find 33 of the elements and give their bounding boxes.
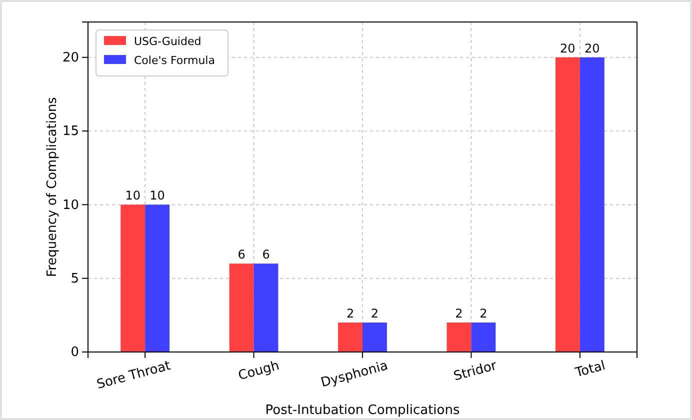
y-tick-label: 0 [70, 345, 79, 360]
bar [555, 57, 580, 352]
x-tick-label: Stridor [452, 358, 499, 384]
x-tick-label: Total [572, 358, 608, 382]
data-label: 6 [262, 248, 270, 262]
data-label: 20 [584, 41, 600, 56]
y-tick-label: 20 [62, 50, 79, 66]
bar [362, 322, 387, 352]
y-tick-label: 15 [62, 124, 79, 140]
legend-label: USG-Guided [134, 35, 202, 48]
data-label: 6 [238, 248, 246, 262]
data-label: 2 [370, 306, 379, 321]
y-tick-label: 10 [62, 198, 79, 213]
bar [120, 204, 146, 352]
x-tick-label: Cough [236, 358, 281, 384]
data-label: 2 [480, 306, 488, 321]
bar [338, 322, 362, 352]
data-label: 2 [346, 306, 354, 321]
legend-label: Cole's Formula [134, 54, 215, 67]
bar [471, 322, 496, 352]
bar [580, 57, 604, 352]
x-axis-title: Post-Intubation Complications [265, 403, 460, 418]
x-tick-label: Sore Throat [95, 358, 172, 393]
data-label: 2 [455, 306, 463, 321]
bar [145, 204, 170, 352]
y-axis-title: Frequency of Complications [45, 96, 60, 277]
bar [446, 322, 472, 352]
data-label: 10 [125, 188, 140, 203]
data-label: 20 [560, 41, 576, 56]
bar [254, 264, 278, 352]
y-tick-label: 5 [70, 272, 79, 286]
bar [229, 264, 254, 352]
data-label: 10 [150, 188, 165, 203]
